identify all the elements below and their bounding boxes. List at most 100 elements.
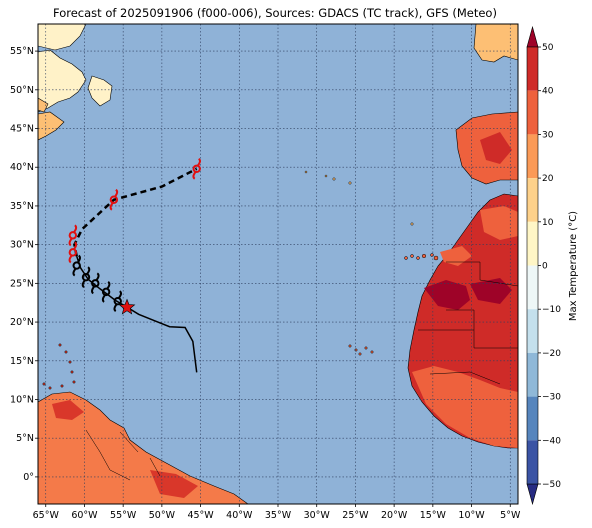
storm-arm (109, 202, 114, 211)
y-tick-label: 0° (23, 472, 34, 483)
caribbean-islands (42, 343, 76, 390)
y-tick-label: 45°N (10, 124, 34, 135)
x-tick-label: 20°W (381, 510, 408, 521)
current-position-star (118, 298, 136, 315)
south-america-borders (85, 429, 161, 481)
storm-arm (68, 254, 73, 264)
storm-arm (192, 171, 197, 180)
storm-eye (101, 287, 111, 297)
storm-eye (109, 195, 119, 204)
storm-arm (101, 294, 106, 303)
track-observed-line (75, 256, 198, 373)
storm-arm (113, 303, 118, 312)
colorbar-tick-label: 30 (542, 130, 554, 140)
storm-arm (95, 272, 100, 281)
y-tick-label: 50°N (10, 85, 34, 96)
y-tick-label: 15°N (10, 356, 34, 367)
storm-arm (114, 188, 119, 198)
storm-symbol-forecast (68, 241, 78, 264)
storm-arm (72, 267, 77, 277)
x-tick-label: 60°W (71, 510, 98, 521)
land-africa-warm-3 (440, 246, 472, 266)
longitude-axis: 65°W 60°W 55°W 50°W 45°W 40°W 35°W 30°W 25°W 20°W… (33, 504, 521, 521)
colorbar-bin (527, 440, 538, 484)
storm-arm (73, 224, 78, 233)
x-tick-label: 35°W (265, 510, 292, 521)
x-tick-label: 65°W (33, 510, 60, 521)
land-labrador (38, 49, 87, 113)
storm-arm (196, 157, 201, 167)
storm-arm (73, 241, 78, 251)
colorbar-tick-label: −30 (542, 393, 561, 403)
latitude-axis: 55°N 50°N 45°N 40°N 35°N 30°N 25°N 20°N 15°N 10°N… (10, 46, 38, 483)
storm-symbol-observed (72, 254, 81, 277)
colorbar-bin (527, 309, 538, 353)
y-tick-label: 25°N (10, 278, 34, 289)
storm-eye (68, 231, 78, 240)
colorbar-bin (527, 265, 538, 310)
x-tick-label: 55°W (110, 510, 137, 521)
colorbar-label: Max Temperature (°C) (568, 211, 579, 321)
x-tick-label: 5°W (500, 510, 521, 521)
track-forecast-line (73, 167, 198, 257)
x-tick-label: 15°W (420, 510, 447, 521)
x-tick-label: 50°W (149, 510, 176, 521)
storm-arm (117, 290, 123, 299)
y-tick-label: 10°N (10, 394, 34, 405)
land-iberia-hot (480, 132, 512, 164)
y-tick-label: 40°N (10, 162, 34, 173)
land-africa-very-hot-2 (470, 278, 512, 304)
colorbar-extend-min (526, 483, 539, 506)
land-south-america-hot (52, 400, 84, 420)
storm-symbol-observed (81, 266, 91, 288)
land-africa-warm-1 (480, 206, 518, 240)
storm-symbol-forecast (192, 157, 201, 180)
storm-arm (86, 266, 91, 275)
y-tick-label: 30°N (10, 240, 34, 251)
colorbar-bin (527, 178, 538, 222)
colorbar-tick-label: −50 (542, 480, 561, 490)
land-africa-very-hot-1 (424, 280, 470, 310)
land-nova-scotia (38, 111, 65, 141)
storm-symbol-forecast (109, 188, 119, 211)
colorbar-bin (527, 221, 538, 266)
storm-arm (76, 254, 81, 264)
storm-symbol-observed (113, 290, 123, 312)
storm-symbol-observed (101, 281, 111, 303)
x-tick-label: 40°W (226, 510, 253, 521)
y-tick-label: 55°N (10, 46, 34, 57)
colorbar-tick-label: −20 (542, 349, 561, 359)
colorbar-tick-label: 50 (542, 43, 554, 53)
x-tick-label: 45°W (187, 510, 214, 521)
storm-eye (72, 261, 81, 270)
land-greenland (38, 24, 87, 51)
storm-eye (68, 248, 78, 257)
storm-arm (106, 281, 111, 290)
x-tick-label: 10°W (458, 510, 485, 521)
x-tick-label: 30°W (304, 510, 331, 521)
y-tick-label: 20°N (10, 317, 34, 328)
storm-arm (81, 279, 86, 288)
colorbar-bin (527, 47, 538, 91)
colorbar-tick-label: 0 (542, 262, 548, 272)
colorbar-tick-label: −40 (542, 436, 561, 446)
land-newfoundland (87, 75, 113, 107)
map-title: Forecast of 2025091906 (f000-006), Sourc… (53, 6, 497, 20)
storm-eye (113, 296, 122, 306)
storm-arm (68, 237, 73, 247)
colorbar-extend-max (526, 25, 539, 48)
colorbar-bin (527, 90, 538, 135)
land-africa-warm-2 (412, 366, 518, 448)
colorbar-bin (527, 134, 538, 179)
colorbar-tick-label: 40 (542, 87, 554, 97)
land-europe-uk (473, 24, 518, 63)
colorbar-tick-label: 10 (542, 218, 554, 228)
storm-arm (91, 285, 96, 295)
colorbar-bin (527, 352, 538, 397)
cyclone-track (68, 157, 201, 373)
azores-islands (304, 170, 414, 226)
storm-eye (91, 279, 100, 288)
colorbar-bin (527, 396, 538, 441)
storm-eye (81, 272, 91, 282)
